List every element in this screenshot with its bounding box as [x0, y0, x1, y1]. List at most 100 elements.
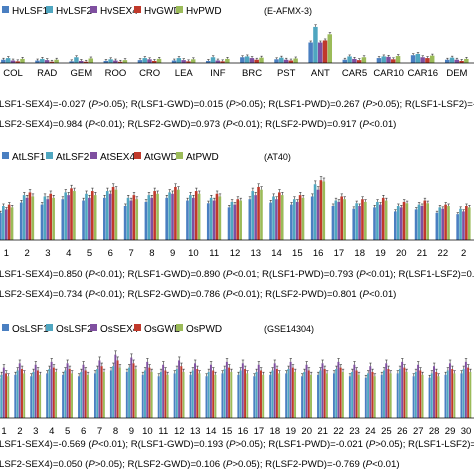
legend-swatch-HvSEX4: [90, 6, 97, 13]
bar-OsSEX4-18: [273, 363, 276, 418]
tick-label-5: 5: [65, 426, 70, 437]
tick-label-17: 17: [254, 426, 265, 437]
bar-OsGWD-22: [339, 367, 342, 418]
legend-label-OsLSF1: OsLSF1: [12, 324, 49, 335]
bar-OsPWD-23: [357, 374, 360, 418]
bar-HvLSF1-DEM: [444, 59, 450, 63]
bar-AtGWD-2: [465, 206, 468, 240]
bar-OsGWD-3: [36, 370, 39, 418]
bar-OsGWD-14: [212, 370, 215, 418]
bar-AtLSF1-6: [103, 197, 106, 240]
legend-swatch-HvLSF1: [2, 6, 9, 13]
bar-OsLSF1-12: [173, 373, 176, 418]
bar-HvGWD-RAD: [49, 61, 55, 63]
bar-AtPWD-4: [73, 191, 76, 240]
tick-label-29: 29: [445, 426, 456, 437]
legend-swatch-AtPWD: [176, 152, 183, 159]
bar-AtGWD-7: [132, 195, 136, 240]
tick-label-12: 12: [230, 248, 241, 259]
tick-label-1: 1: [1, 426, 6, 437]
bar-HvLSF2-ROO: [108, 59, 113, 63]
bar-OsPWD-11: [166, 374, 169, 418]
paren: (: [226, 99, 230, 110]
correlation-segment: 0.01): [374, 119, 396, 130]
legend-swatch-AtGWD: [134, 152, 141, 159]
bar-OsSEX4-24: [369, 366, 372, 418]
bar-OsLSF1-8: [109, 370, 112, 418]
bar-OsLSF2-13: [191, 370, 194, 418]
bar-OsSEX4-5: [66, 363, 69, 418]
bar-AtGWD-3: [49, 193, 53, 240]
bar-OsSEX4-22: [337, 361, 340, 418]
bar-HvLSF2-CAR16: [415, 53, 421, 63]
correlation-segment: 0.05); R(LSF2-GWD)=0.106: [100, 459, 222, 470]
bar-AtSEX4-2: [25, 197, 29, 240]
legend-swatch-HvGWD: [134, 6, 141, 13]
tick-label-PST: PST: [277, 68, 296, 79]
bar-HvSEX4-RAD: [44, 60, 50, 63]
bar-HvPWD-CAR5: [361, 57, 367, 63]
bar-AtLSF1-5: [82, 200, 85, 240]
bar-AtLSF2-14: [272, 196, 275, 240]
paren: (: [359, 119, 363, 130]
bar-HvGWD-ANT: [322, 40, 328, 63]
bar-OsLSF2-28: [430, 373, 433, 418]
bar-HvLSF2-DEM: [449, 57, 455, 63]
tick-label-7: 7: [128, 248, 133, 259]
bar-AtLSF2-9: [168, 192, 171, 240]
bar-AtLSF2-2: [459, 208, 462, 240]
legend-label-HvLSF1: HvLSF1: [12, 6, 49, 17]
bar-HvLSF1-RAD: [35, 60, 40, 63]
bar-OsLSF2-3: [32, 371, 35, 418]
correlation-segment: P>: [88, 459, 100, 470]
bar-HvLSF1-CAR16: [410, 55, 416, 63]
bar-HvLSF1-CAR5: [342, 59, 348, 63]
tick-label-16: 16: [238, 426, 249, 437]
legend-label-OsPWD: OsPWD: [186, 324, 222, 335]
bar-AtLSF2-19: [376, 201, 379, 240]
bar-HvGWD-BRC: [254, 59, 259, 63]
correlation-segment: P<: [359, 269, 371, 280]
bar-AtGWD-15: [298, 195, 302, 240]
bar-AtPWD-13: [260, 189, 263, 240]
bar-OsLSF2-11: [159, 371, 162, 418]
bar-OsSEX4-17: [257, 364, 260, 418]
bar-OsLSF2-8: [112, 366, 115, 418]
bar-AtPWD-1: [10, 207, 14, 240]
bar-OsPWD-28: [437, 376, 440, 418]
bar-AtGWD-5: [90, 191, 94, 240]
legend-swatch-OsPWD: [176, 324, 183, 331]
bar-AtPWD-12: [239, 200, 242, 240]
legend-swatch-AtLSF1: [2, 152, 9, 159]
bar-AtLSF2-20: [396, 206, 400, 240]
bar-HvSEX4-COL: [10, 60, 16, 63]
bar-OsLSF2-16: [239, 370, 242, 418]
bar-OsGWD-24: [371, 371, 374, 418]
bar-AtSEX4-7: [129, 200, 133, 240]
bar-AtGWD-8: [153, 191, 156, 240]
tick-label-5: 5: [87, 248, 92, 259]
bar-OsSEX4-14: [209, 364, 212, 418]
bar-OsSEX4-29: [448, 363, 451, 418]
bar-OsSEX4-9: [130, 357, 133, 418]
bar-OsGWD-16: [244, 369, 247, 418]
bar-AtSEX4-5: [88, 197, 91, 240]
bar-AtLSF2-5: [85, 193, 88, 240]
bar-OsSEX4-16: [241, 363, 244, 418]
correlation-segment: P>: [229, 99, 241, 110]
bar-AtSEX4-17: [337, 201, 341, 240]
correlation-segment: P<: [88, 269, 100, 280]
tick-label-21: 21: [417, 248, 428, 259]
bar-AtLSF1-16: [310, 196, 314, 240]
correlation-segment: P<: [88, 119, 100, 130]
bar-AtSEX4-18: [358, 206, 361, 240]
bar-AtSEX4-6: [108, 193, 112, 240]
correlation-segment: 0.01); R(LSF1-LSF2)=0.836 (P: [371, 269, 474, 280]
tick-label-13: 13: [250, 248, 261, 259]
bar-HvPWD-RAD: [54, 59, 59, 63]
bar-AtLSF1-2: [19, 202, 23, 240]
bar-OsPWD-7: [102, 371, 105, 418]
bar-AtLSF1-18: [352, 208, 356, 240]
tick-label-2: 2: [461, 248, 466, 259]
legend-swatch-HvLSF2: [46, 6, 53, 13]
